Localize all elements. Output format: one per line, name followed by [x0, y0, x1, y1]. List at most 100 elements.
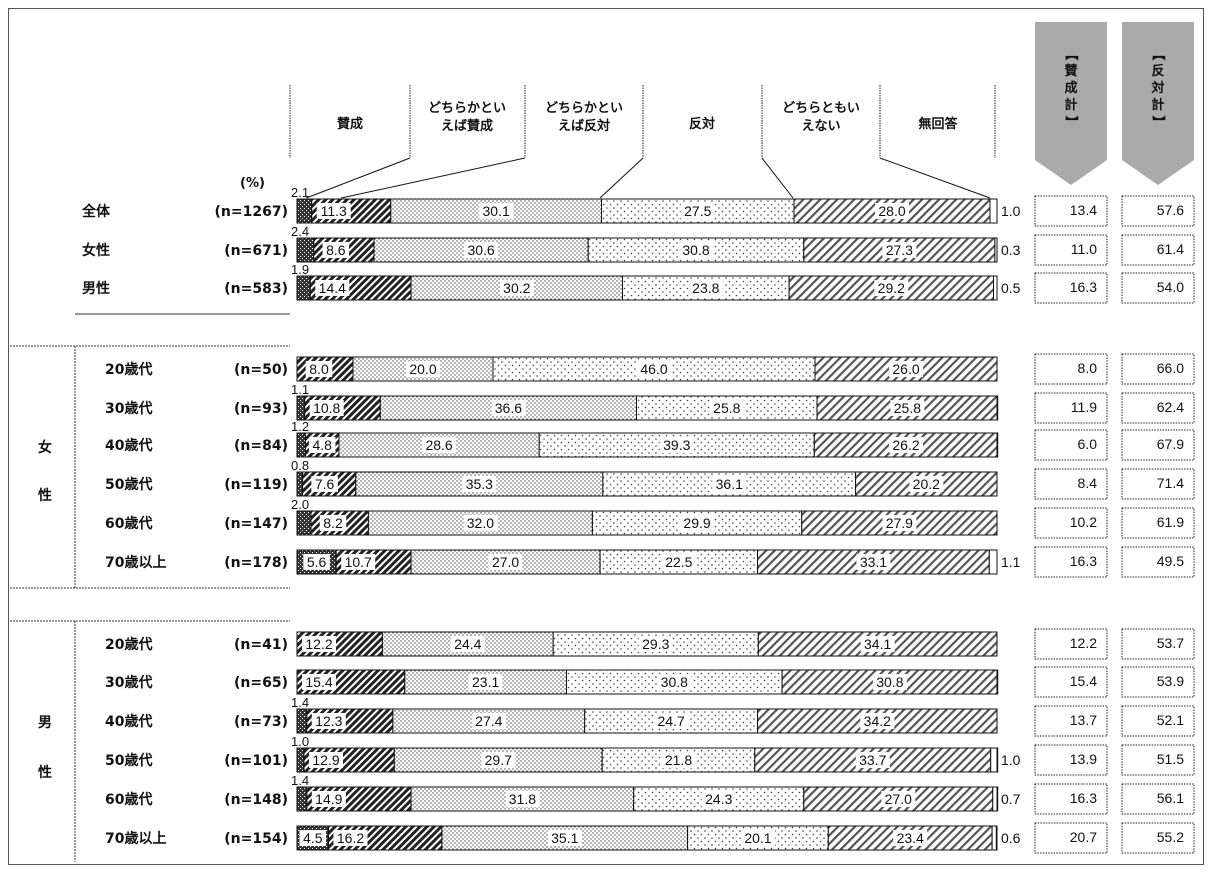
bar-value-label: 20.0 [409, 361, 436, 377]
bar-value-label: 26.0 [892, 361, 919, 377]
bar-value-label: 14.9 [315, 791, 342, 807]
bar-label-bg [481, 752, 516, 768]
bar-label-bg [659, 437, 694, 453]
bar-label-bg [406, 361, 440, 377]
bar-value-label: 30.2 [503, 280, 530, 296]
bar-value-label: 12.2 [305, 636, 332, 652]
summary-value: 54.0 [1157, 279, 1184, 295]
bar-value-label: 35.3 [466, 476, 493, 492]
summary-value: 71.4 [1157, 475, 1184, 491]
bar-value-label: 28.0 [878, 203, 905, 219]
summary-value: 10.2 [1070, 514, 1097, 530]
bar-label-bg [638, 636, 673, 652]
summary-value-box [1034, 666, 1108, 698]
bar-label-bg [491, 400, 526, 416]
summary-header-text: 賛 [1064, 63, 1078, 79]
bar-value-label: 27.9 [886, 515, 913, 531]
summary-value-box [1121, 468, 1195, 500]
legend-header-text: 反対 [689, 116, 715, 132]
bar-label-bg [701, 791, 736, 807]
summary-value-box [1034, 744, 1108, 776]
bar-value-label: 14.4 [319, 280, 346, 296]
bar-value-label: 31.8 [509, 791, 536, 807]
row-category-label: 30歳代 [105, 400, 152, 417]
male-side-label-2: 性 [38, 764, 52, 781]
summary-value-box [1121, 272, 1195, 304]
legend-header-text: えば反対 [558, 118, 610, 134]
bar-segment [296, 747, 305, 773]
summary-value: 53.9 [1157, 673, 1184, 689]
summary-value: 8.0 [1078, 360, 1098, 376]
row-category-label: 40歳代 [105, 713, 152, 730]
bar-noanswer-value-label: 1.0 [1001, 203, 1021, 219]
bar-label-bg [654, 713, 689, 729]
bar-label-bg [637, 361, 671, 377]
bar-value-label: 21.8 [665, 752, 692, 768]
bar-label-bg [856, 554, 891, 570]
bar-value-label: 16.2 [337, 830, 364, 846]
legend-connector [306, 157, 411, 199]
summary-value: 20.7 [1070, 829, 1097, 845]
bar-label-bg [890, 400, 925, 416]
legend-connector [879, 157, 991, 199]
bar-value-label: 10.8 [313, 400, 340, 416]
bar-label-bg [680, 515, 715, 531]
row-category-label: 20歳代 [105, 636, 152, 653]
bar-outline [296, 708, 998, 734]
bar-value-label: 24.4 [454, 636, 481, 652]
summary-value: 13.4 [1070, 202, 1097, 218]
summary-value-box [1034, 195, 1108, 227]
bar-label-bg [316, 203, 351, 219]
bar-small-value-label: 0.8 [291, 458, 309, 473]
row-n-label: (n=1267) [215, 204, 288, 220]
row-n-label: (n=119) [224, 477, 288, 493]
bar-label-bg [308, 437, 336, 453]
bar-value-label: 12.9 [312, 752, 339, 768]
summary-value: 6.0 [1078, 436, 1098, 452]
row-category-label: 70歳以上 [105, 554, 166, 571]
bar-label-bg [740, 830, 775, 846]
bar-value-label: 27.4 [475, 713, 502, 729]
bar-small-value-label: 2.4 [291, 224, 309, 239]
row-category-label: 60歳代 [105, 515, 152, 532]
bar-label-bg [322, 242, 350, 258]
bar-outline [296, 510, 998, 536]
bar-value-label: 36.6 [495, 400, 522, 416]
bar-outline [296, 237, 998, 263]
bar-label-bg [464, 242, 499, 258]
bar-noanswer-value-label: 0.6 [1001, 830, 1021, 846]
legend-header-text: 無回答 [918, 116, 958, 132]
bar-small-value-label: 1.0 [291, 734, 309, 749]
bar-label-bg [333, 830, 368, 846]
chart-frame [8, 8, 1204, 865]
bar-label-bg [680, 203, 715, 219]
bar-small-value-label: 1.1 [291, 382, 309, 397]
row-category-label: 40歳代 [105, 437, 152, 454]
bar-value-label: 34.2 [864, 713, 891, 729]
bar-value-label: 29.7 [485, 752, 512, 768]
bar-label-bg [468, 674, 503, 690]
bar-segment [991, 825, 997, 851]
summary-value: 51.5 [1157, 751, 1184, 767]
bar-value-label: 27.0 [885, 791, 912, 807]
bar-value-label: 15.4 [305, 674, 332, 690]
bar-outline [296, 275, 998, 301]
bar-label-bg [505, 791, 540, 807]
summary-value-box [1034, 507, 1108, 539]
bar-value-label: 24.3 [705, 791, 732, 807]
bar-outline [296, 631, 998, 657]
summary-value: 61.9 [1157, 514, 1184, 530]
summary-value-box [1121, 822, 1195, 854]
bar-label-bg [341, 554, 376, 570]
bar-label-bg [499, 280, 534, 296]
bar-value-label: 30.8 [682, 242, 709, 258]
bar-outline [296, 395, 998, 421]
bar-small-value-label: 2.1 [291, 185, 309, 200]
bar-value-label: 23.1 [472, 674, 499, 690]
bar-label-bg [889, 437, 923, 453]
bar-label-bg [462, 476, 497, 492]
bar-segment [296, 432, 306, 458]
bar-outline [296, 747, 998, 773]
bar-label-bg [479, 203, 514, 219]
